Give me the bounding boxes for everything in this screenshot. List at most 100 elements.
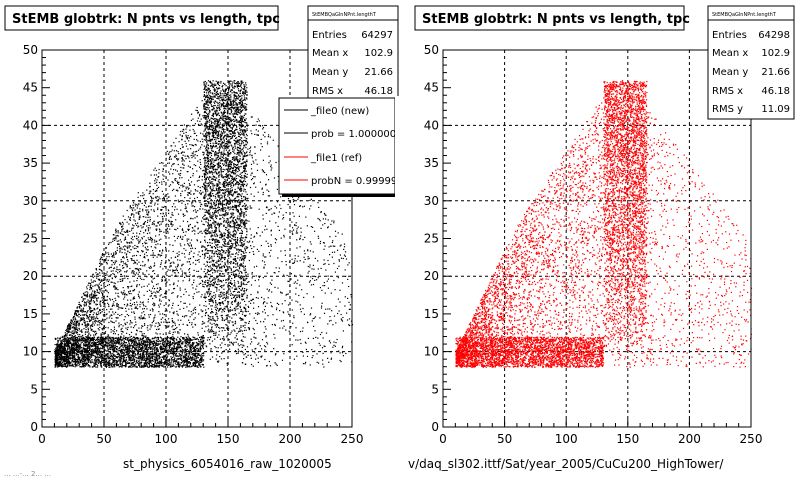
- scatter-point: [133, 233, 134, 234]
- scatter-point: [126, 271, 127, 272]
- scatter-point: [136, 334, 137, 335]
- scatter-point: [98, 292, 99, 293]
- scatter-point: [194, 356, 195, 357]
- scatter-point: [115, 251, 116, 252]
- scatter-point: [131, 342, 132, 343]
- scatter-point: [111, 340, 112, 341]
- scatter-point: [166, 209, 167, 210]
- scatter-point: [129, 247, 130, 248]
- scatter-point: [192, 218, 193, 219]
- scatter-point: [91, 294, 92, 295]
- scatter-point: [119, 347, 120, 348]
- scatter-point: [78, 336, 79, 337]
- scatter-point: [182, 352, 183, 353]
- scatter-point: [162, 351, 163, 352]
- scatter-point: [152, 348, 153, 349]
- scatter-point: [88, 317, 89, 318]
- scatter-point: [148, 301, 149, 302]
- scatter-point: [99, 289, 100, 290]
- scatter-point: [129, 231, 130, 232]
- scatter-point: [216, 253, 217, 254]
- scatter-point: [111, 314, 112, 315]
- scatter-point: [179, 260, 180, 261]
- scatter-point: [180, 131, 181, 132]
- scatter-point: [143, 216, 144, 217]
- scatter-point: [133, 355, 134, 356]
- scatter-point: [80, 362, 81, 363]
- scatter-point: [191, 114, 192, 115]
- scatter-point: [237, 201, 238, 202]
- scatter-point: [138, 353, 139, 354]
- scatter-point: [189, 252, 190, 253]
- scatter-point: [153, 221, 154, 222]
- scatter-point: [159, 306, 160, 307]
- scatter-point: [191, 157, 192, 158]
- scatter-point: [198, 334, 199, 335]
- scatter-point: [182, 349, 183, 350]
- scatter-point: [156, 284, 157, 285]
- scatter-point: [106, 342, 107, 343]
- scatter-point: [178, 182, 179, 183]
- scatter-point: [194, 233, 195, 234]
- scatter-point: [191, 311, 192, 312]
- scatter-point: [100, 351, 101, 352]
- scatter-point: [136, 302, 137, 303]
- scatter-point: [83, 338, 84, 339]
- scatter-point: [157, 196, 158, 197]
- scatter-point: [93, 355, 94, 356]
- scatter-point: [147, 358, 148, 359]
- scatter-point: [130, 354, 131, 355]
- scatter-point: [159, 361, 160, 362]
- scatter-point: [90, 327, 91, 328]
- scatter-point: [203, 353, 204, 354]
- scatter-point: [184, 277, 185, 278]
- scatter-point: [154, 174, 155, 175]
- scatter-point: [140, 331, 141, 332]
- scatter-point: [95, 367, 96, 368]
- scatter-point: [124, 297, 125, 298]
- scatter-point: [108, 338, 109, 339]
- scatter-point: [190, 166, 191, 167]
- scatter-point: [229, 334, 230, 335]
- scatter-point: [229, 197, 230, 198]
- scatter-point: [150, 324, 151, 325]
- scatter-point: [99, 357, 100, 358]
- scatter-point: [134, 351, 135, 352]
- scatter-point: [121, 227, 122, 228]
- scatter-point: [146, 276, 147, 277]
- scatter-point: [171, 222, 172, 223]
- scatter-point: [145, 264, 146, 265]
- scatter-point: [81, 340, 82, 341]
- scatter-point: [211, 256, 212, 257]
- scatter-point: [177, 181, 178, 182]
- scatter-point: [144, 295, 145, 296]
- scatter-point: [188, 339, 189, 340]
- scatter-point: [188, 320, 189, 321]
- scatter-point: [83, 343, 84, 344]
- scatter-point: [62, 337, 63, 338]
- scatter-point: [175, 367, 176, 368]
- scatter-point: [75, 360, 76, 361]
- scatter-point: [175, 180, 176, 181]
- scatter-point: [183, 201, 184, 202]
- scatter-point: [180, 301, 181, 302]
- scatter-point: [161, 319, 162, 320]
- scatter-point: [95, 346, 96, 347]
- scatter-point: [157, 326, 158, 327]
- scatter-point: [189, 345, 190, 346]
- scatter-point: [148, 347, 149, 348]
- scatter-point: [152, 224, 153, 225]
- scatter-point: [60, 345, 61, 346]
- scatter-point: [171, 307, 172, 308]
- scatter-point: [157, 288, 158, 289]
- scatter-point: [81, 319, 82, 320]
- scatter-point: [192, 175, 193, 176]
- scatter-point: [126, 333, 127, 334]
- scatter-point: [71, 361, 72, 362]
- scatter-point: [115, 300, 116, 301]
- scatter-point: [132, 366, 133, 367]
- scatter-point: [179, 141, 180, 142]
- scatter-point: [168, 220, 169, 221]
- scatter-point: [82, 335, 83, 336]
- scatter-point: [179, 309, 180, 310]
